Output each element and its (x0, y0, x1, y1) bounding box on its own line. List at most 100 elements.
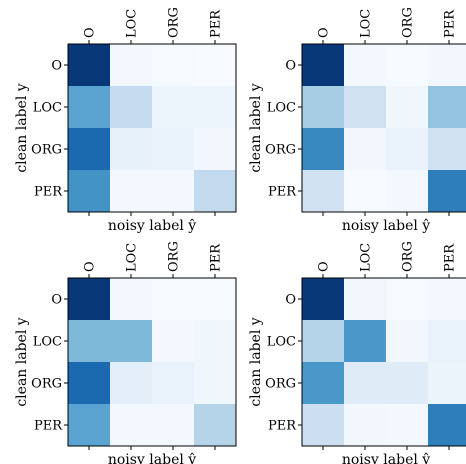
heatmap-cell-PER-O (302, 404, 345, 447)
heatmap-cell-ORG-LOC (110, 362, 153, 405)
heatmap-cell-PER-PER (428, 170, 466, 213)
column-label-ORG: ORG (167, 7, 182, 38)
heatmap-panel-2: O LOC ORG PER O LOC ORG PER noisy label ŷ clean l… (248, 7, 466, 234)
heatmap-cell-LOC-PER (194, 320, 237, 363)
column-label-O: O (83, 261, 98, 272)
heatmap-cell-O-LOC (110, 278, 153, 321)
heatmap-cell-PER-O (68, 170, 111, 213)
column-label-LOC: LOC (125, 243, 140, 272)
heatmap-cell-PER-ORG (386, 170, 429, 213)
x-axis-label: noisy label ŷ (342, 217, 430, 234)
heatmap-cell-LOC-PER (194, 86, 237, 129)
heatmap-cell-O-ORG (386, 278, 429, 321)
heatmap-cell-O-ORG (152, 278, 195, 321)
y-axis-label: clean label y (248, 317, 264, 406)
y-axis-label: clean label y (248, 83, 264, 172)
row-label-O: O (285, 59, 296, 74)
heatmap-cell-PER-LOC (110, 404, 153, 447)
heatmap-cell-O-PER (428, 44, 466, 87)
heatmap-cell-PER-PER (428, 404, 466, 447)
column-label-ORG: ORG (401, 241, 416, 272)
column-label-O: O (317, 27, 332, 38)
heatmap-cell-O-O (68, 278, 111, 321)
heatmap-cell-LOC-O (68, 320, 111, 363)
heatmap-cell-ORG-LOC (344, 128, 387, 171)
heatmap-cell-ORG-PER (194, 128, 237, 171)
row-label-ORG: ORG (265, 377, 296, 392)
row-label-O: O (51, 59, 62, 74)
row-label-PER: PER (34, 419, 63, 434)
heatmap-cell-ORG-ORG (386, 362, 429, 405)
column-label-ORG: ORG (401, 7, 416, 38)
heatmap-cell-O-O (302, 44, 345, 87)
row-label-PER: PER (268, 419, 297, 434)
column-label-O: O (83, 27, 98, 38)
x-axis-label: noisy label ŷ (108, 451, 196, 464)
heatmap-cell-O-PER (194, 278, 237, 321)
x-axis-label: noisy label ŷ (108, 217, 196, 234)
heatmap-cell-PER-LOC (344, 170, 387, 213)
heatmap-frame (301, 43, 466, 213)
heatmap-cell-PER-LOC (344, 404, 387, 447)
column-label-PER: PER (443, 9, 458, 38)
heatmap-cell-PER-LOC (110, 170, 153, 213)
heatmap-frame (301, 277, 466, 447)
column-label-ORG: ORG (167, 241, 182, 272)
row-label-ORG: ORG (31, 377, 62, 392)
heatmap-cell-O-PER (428, 278, 466, 321)
heatmap-cell-ORG-ORG (152, 128, 195, 171)
heatmap-cell-LOC-LOC (110, 86, 153, 129)
row-label-ORG: ORG (265, 143, 296, 158)
heatmap-cell-LOC-O (68, 86, 111, 129)
heatmap-cell-PER-PER (194, 170, 237, 213)
heatmap-cell-O-O (68, 44, 111, 87)
column-label-LOC: LOC (125, 9, 140, 38)
heatmap-cell-ORG-ORG (386, 128, 429, 171)
heatmap-panel-3: O LOC ORG PER O LOC ORG PER noisy label ŷ clean l… (14, 241, 237, 464)
heatmap-cell-PER-PER (194, 404, 237, 447)
heatmap-cell-PER-O (302, 170, 345, 213)
heatmap-cell-ORG-O (68, 128, 111, 171)
heatmap-cell-ORG-LOC (110, 128, 153, 171)
row-label-LOC: LOC (267, 335, 296, 350)
row-label-PER: PER (268, 185, 297, 200)
heatmap-cell-LOC-PER (428, 320, 466, 363)
row-label-ORG: ORG (31, 143, 62, 158)
row-label-PER: PER (34, 185, 63, 200)
heatmap-cell-O-LOC (110, 44, 153, 87)
heatmap-cell-LOC-PER (428, 86, 466, 129)
column-label-LOC: LOC (359, 9, 374, 38)
column-label-O: O (317, 261, 332, 272)
row-label-O: O (285, 293, 296, 308)
heatmap-cell-LOC-ORG (152, 86, 195, 129)
heatmap-cell-O-ORG (152, 44, 195, 87)
heatmap-cell-LOC-O (302, 86, 345, 129)
heatmap-panel-4: O LOC ORG PER O LOC ORG PER noisy label ŷ clean l… (248, 241, 466, 464)
row-label-LOC: LOC (267, 101, 296, 116)
heatmap-cell-ORG-LOC (344, 362, 387, 405)
heatmap-cell-PER-O (68, 404, 111, 447)
heatmap-cell-ORG-ORG (152, 362, 195, 405)
heatmap-cell-O-LOC (344, 44, 387, 87)
heatmap-cell-LOC-LOC (344, 320, 387, 363)
heatmap-cell-PER-ORG (152, 404, 195, 447)
heatmap-cell-ORG-O (302, 128, 345, 171)
row-label-LOC: LOC (33, 335, 62, 350)
heatmap-cell-LOC-ORG (386, 320, 429, 363)
x-axis-label: noisy label ŷ (342, 451, 430, 464)
y-axis-label: clean label y (14, 83, 30, 172)
heatmap-cell-PER-ORG (386, 404, 429, 447)
column-label-LOC: LOC (359, 243, 374, 272)
heatmap-cell-LOC-ORG (386, 86, 429, 129)
heatmap-cell-LOC-LOC (344, 86, 387, 129)
heatmap-frame (67, 277, 237, 447)
heatmap-cell-ORG-O (302, 362, 345, 405)
row-label-LOC: LOC (33, 101, 62, 116)
heatmap-cell-ORG-PER (194, 362, 237, 405)
column-label-PER: PER (209, 243, 224, 272)
heatmap-cell-O-PER (194, 44, 237, 87)
heatmap-cell-LOC-ORG (152, 320, 195, 363)
heatmap-cell-O-LOC (344, 278, 387, 321)
heatmap-cell-PER-ORG (152, 170, 195, 213)
